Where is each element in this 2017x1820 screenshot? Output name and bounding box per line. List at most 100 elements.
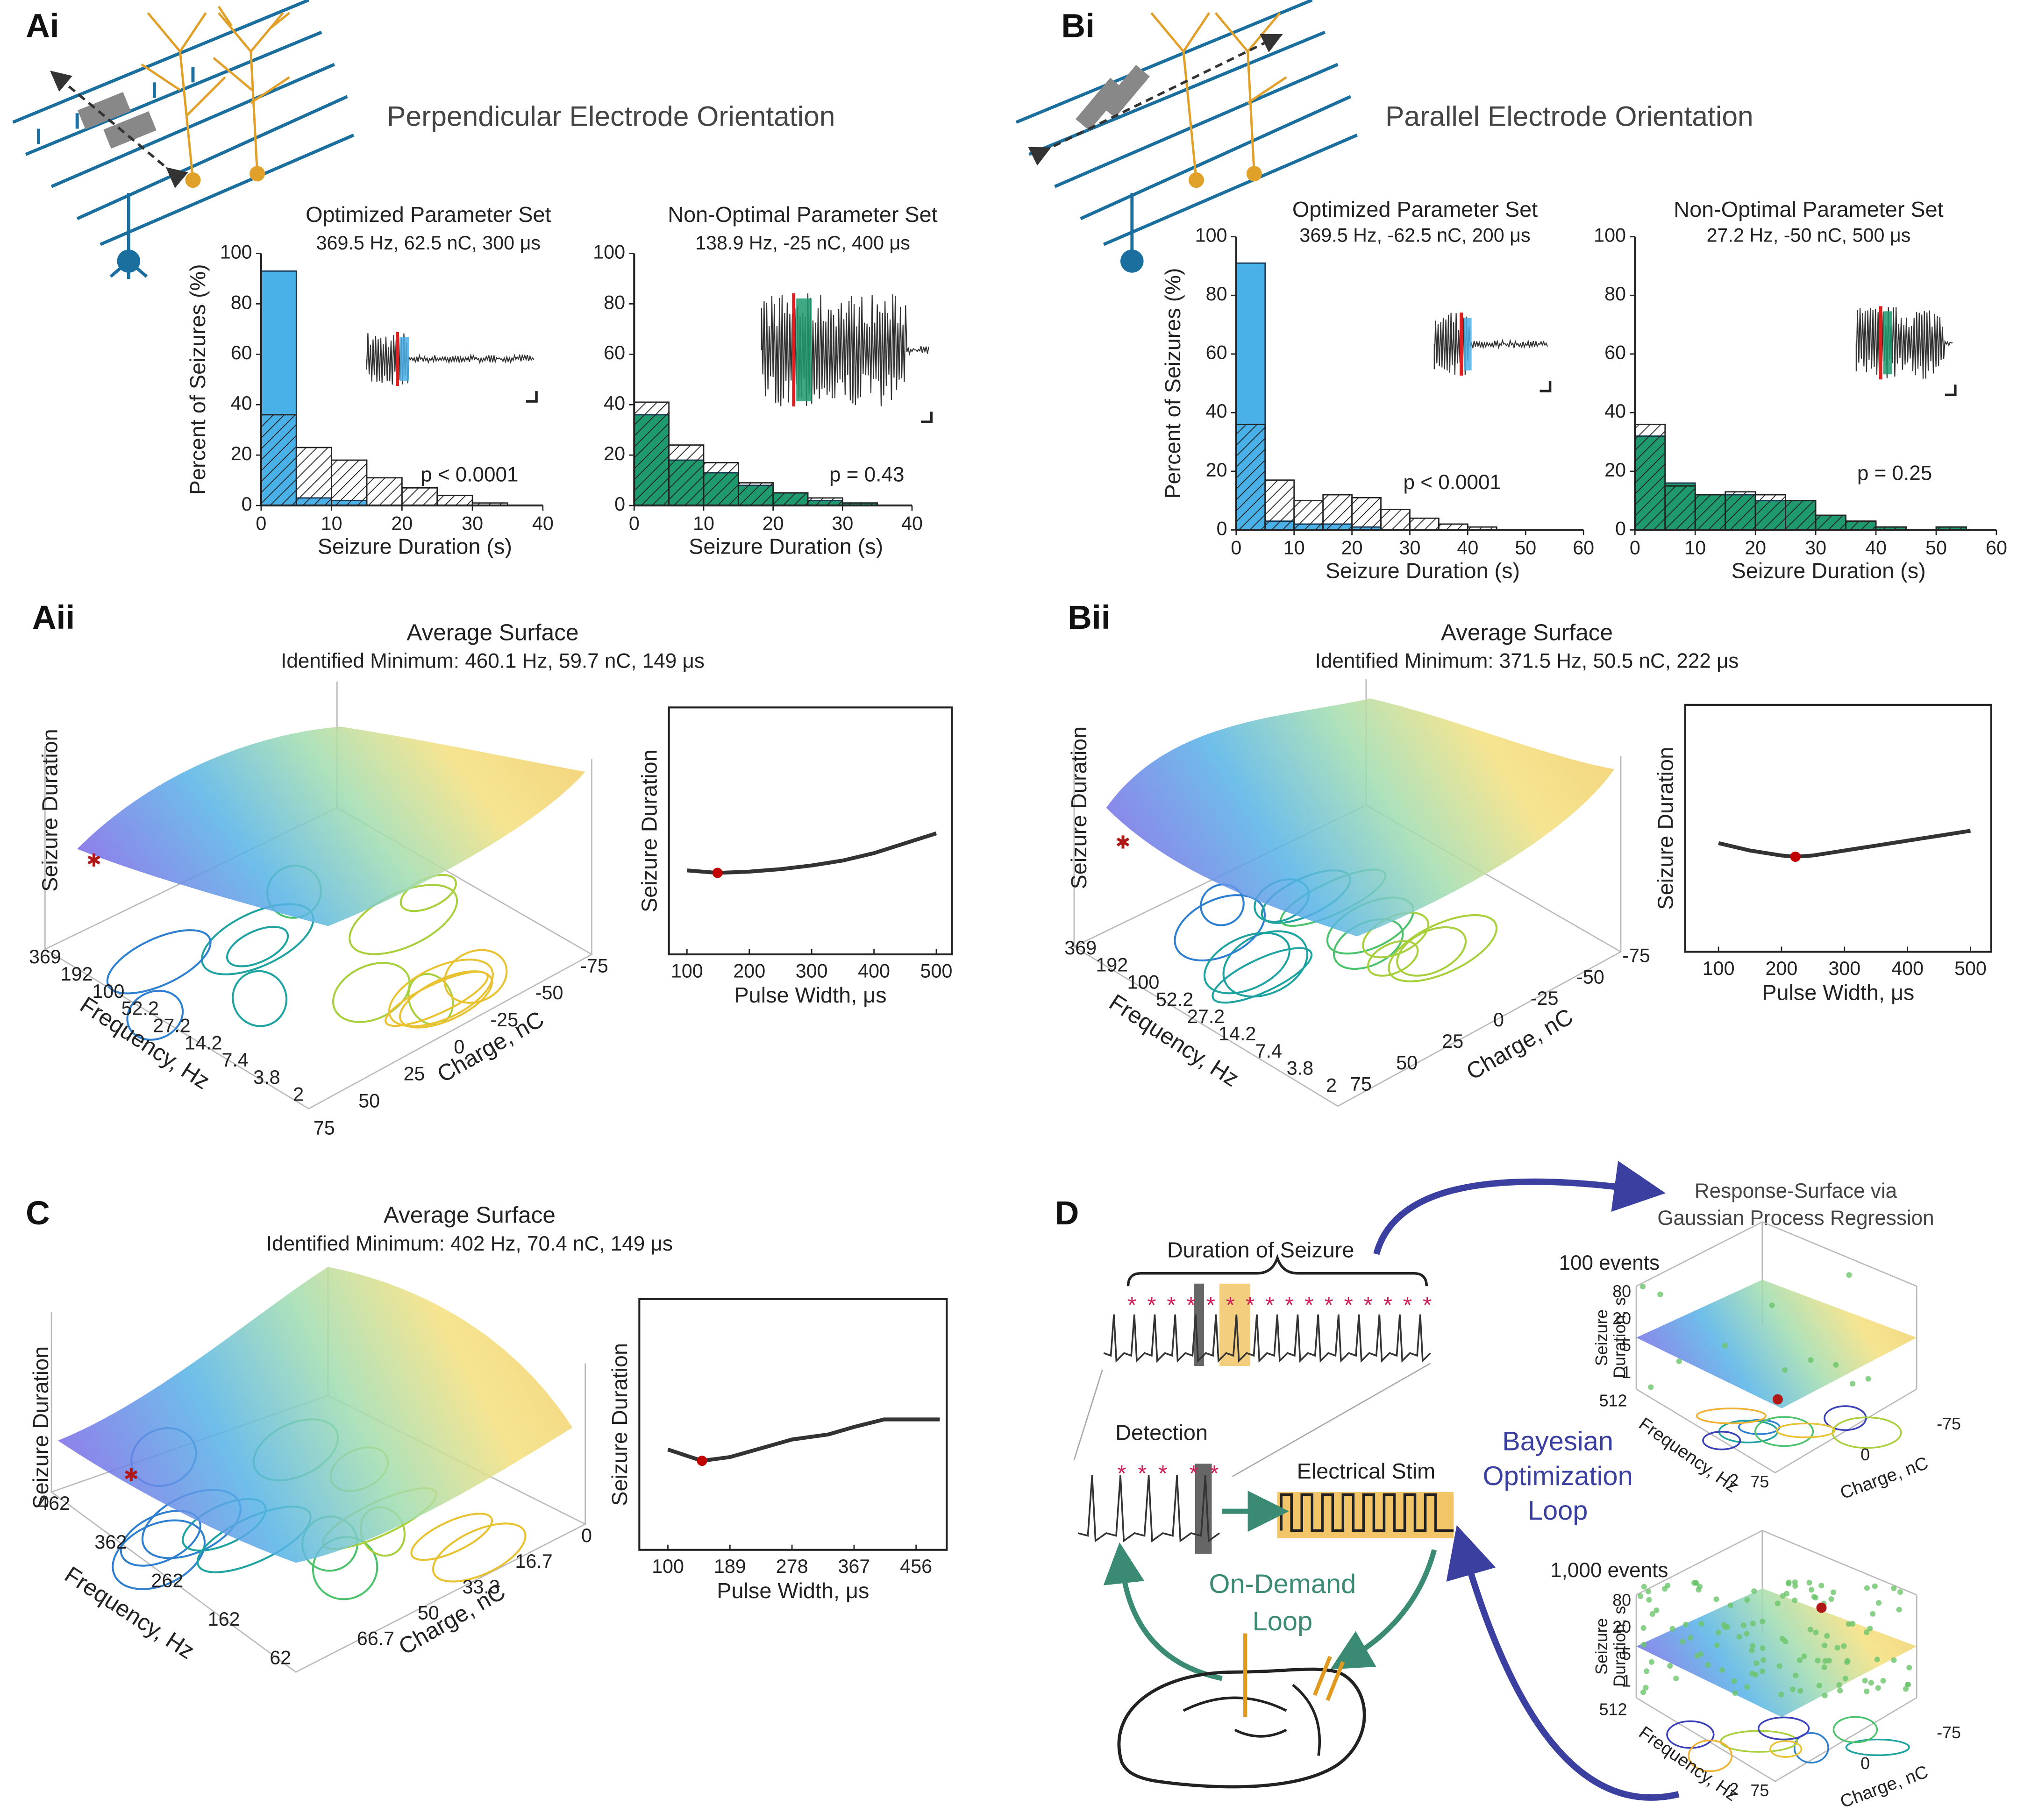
z-tick-label: 80 [1612, 1282, 1631, 1301]
z-axis-label: Seizure Duration [1067, 726, 1091, 889]
chart-title: Optimized Parameter Set [306, 202, 551, 227]
y-tick-label: 0 [242, 493, 252, 515]
eeg-trace [1077, 1475, 1220, 1543]
electrode-cartoon-a [12, 0, 355, 279]
z-axis-label: Seizure Duration [37, 729, 62, 892]
surface-plot: ✱ [43, 682, 593, 1109]
chart-title: Optimized Parameter Set [1292, 197, 1538, 221]
minimum-marker: ✱ [124, 1465, 139, 1486]
sample-point [1776, 1663, 1782, 1669]
x-tick-label: 40 [1457, 537, 1478, 559]
detection-asterisk: * [1226, 1292, 1235, 1318]
sample-point [1760, 1645, 1766, 1651]
x-tick-label: 52.2 [1156, 988, 1193, 1010]
x-tick-label: 162 [208, 1608, 240, 1630]
contour [1396, 926, 1467, 977]
detection-asterisk: * [1246, 1292, 1254, 1318]
sample-point [1816, 1683, 1822, 1689]
arrow [1373, 1160, 1666, 1255]
sample-point [1822, 1642, 1828, 1649]
y-tick-label: 20 [604, 443, 625, 464]
contour [432, 1522, 527, 1583]
inset-label: 1,000 events [1550, 1559, 1668, 1582]
sample-point [1864, 1688, 1870, 1694]
sample-point [1862, 1678, 1868, 1684]
sample-point [1641, 1584, 1647, 1590]
baseline-bar [1409, 517, 1440, 531]
line [667, 1417, 940, 1463]
panel-header: Perpendicular Electrode Orientation [387, 100, 835, 132]
orientation-arrow [1028, 34, 1283, 166]
baseline-bar [1694, 494, 1726, 531]
scale-bar [1539, 381, 1552, 392]
line [687, 832, 937, 875]
neuron-soma [1246, 166, 1262, 182]
x-tick-label: 400 [1891, 958, 1924, 979]
contour [1793, 1732, 1829, 1764]
y-tick-label: 25 [404, 1063, 425, 1085]
sample-point [1831, 1589, 1837, 1595]
sample-point [1880, 1678, 1886, 1684]
y-tick-label: 75 [314, 1117, 335, 1138]
x-tick-label: 400 [858, 960, 890, 981]
sample-point [1680, 1639, 1686, 1645]
sample-point [1673, 1675, 1679, 1681]
minimum-marker [697, 1456, 707, 1466]
loop-label: Bayesian [1502, 1426, 1613, 1456]
sample-point [1736, 1634, 1742, 1640]
y-tick-label: -25 [1531, 988, 1559, 1009]
x-tick-label: 0 [629, 512, 640, 534]
sample-point [1759, 1668, 1765, 1674]
sample-point [1836, 1682, 1842, 1688]
detection-asterisk: * [1138, 1460, 1147, 1486]
z-axis-label: Duration, s [1610, 1606, 1629, 1687]
y-axis-label: Seizure Duration [607, 1343, 632, 1506]
electrode-cartoon-b [1015, 0, 1358, 273]
detection-asterisk: * [1206, 1292, 1215, 1318]
chart-subtitle: Identified Minimum: 402 Hz, 70.4 nC, 149… [266, 1232, 673, 1255]
x-tick-label: 2 [1729, 1780, 1739, 1799]
sample-point [1769, 1302, 1775, 1308]
contour [1702, 1430, 1741, 1450]
baseline-bar [1235, 424, 1266, 531]
chart-title: Non-Optimal Parameter Set [1674, 197, 1943, 221]
x-tick-label: 40 [532, 512, 554, 534]
sample-point [1850, 1381, 1856, 1387]
y-tick-label: 25 [1442, 1031, 1463, 1052]
y-tick-label: -75 [1937, 1415, 1961, 1433]
x-tick-label: 10 [1283, 537, 1305, 559]
x-tick-label: 200 [733, 960, 765, 981]
sample-point [1665, 1582, 1671, 1589]
y-tick-label: 50 [418, 1602, 439, 1623]
sample-point [1807, 1627, 1813, 1633]
y-tick-label: 50 [358, 1090, 380, 1112]
sample-point [1792, 1597, 1798, 1603]
x-tick-label: 512 [1599, 1700, 1627, 1719]
minimum-marker [1816, 1602, 1827, 1613]
x-tick-label: 456 [900, 1556, 932, 1577]
sample-point [1875, 1600, 1882, 1606]
sample-point [1648, 1384, 1654, 1390]
y-tick-label: 16.7 [515, 1550, 552, 1572]
sample-point [1797, 1657, 1803, 1664]
sample-point [1837, 1687, 1843, 1694]
inset-trace [761, 293, 929, 406]
contour [1212, 947, 1313, 1004]
sample-point [1637, 1593, 1644, 1599]
sample-point [1841, 1643, 1847, 1649]
contour [1845, 1738, 1910, 1756]
z-axis-label: Seizure Duration [29, 1346, 53, 1509]
surface-plot: ✱ [1073, 679, 1622, 1107]
inset-trace [1855, 307, 1953, 379]
sample-point [1713, 1596, 1719, 1602]
contour [1832, 1716, 1878, 1743]
baseline-bar [1380, 509, 1411, 531]
panel-header: Parallel Electrode Orientation [1385, 100, 1753, 132]
x-tick-label: 100 [1703, 958, 1735, 979]
plot-frame [638, 1298, 948, 1551]
y-tick-label: 80 [1604, 283, 1626, 305]
sample-point [1865, 1376, 1871, 1382]
zoom-lines [1073, 1363, 1431, 1477]
sample-point [1760, 1618, 1766, 1625]
